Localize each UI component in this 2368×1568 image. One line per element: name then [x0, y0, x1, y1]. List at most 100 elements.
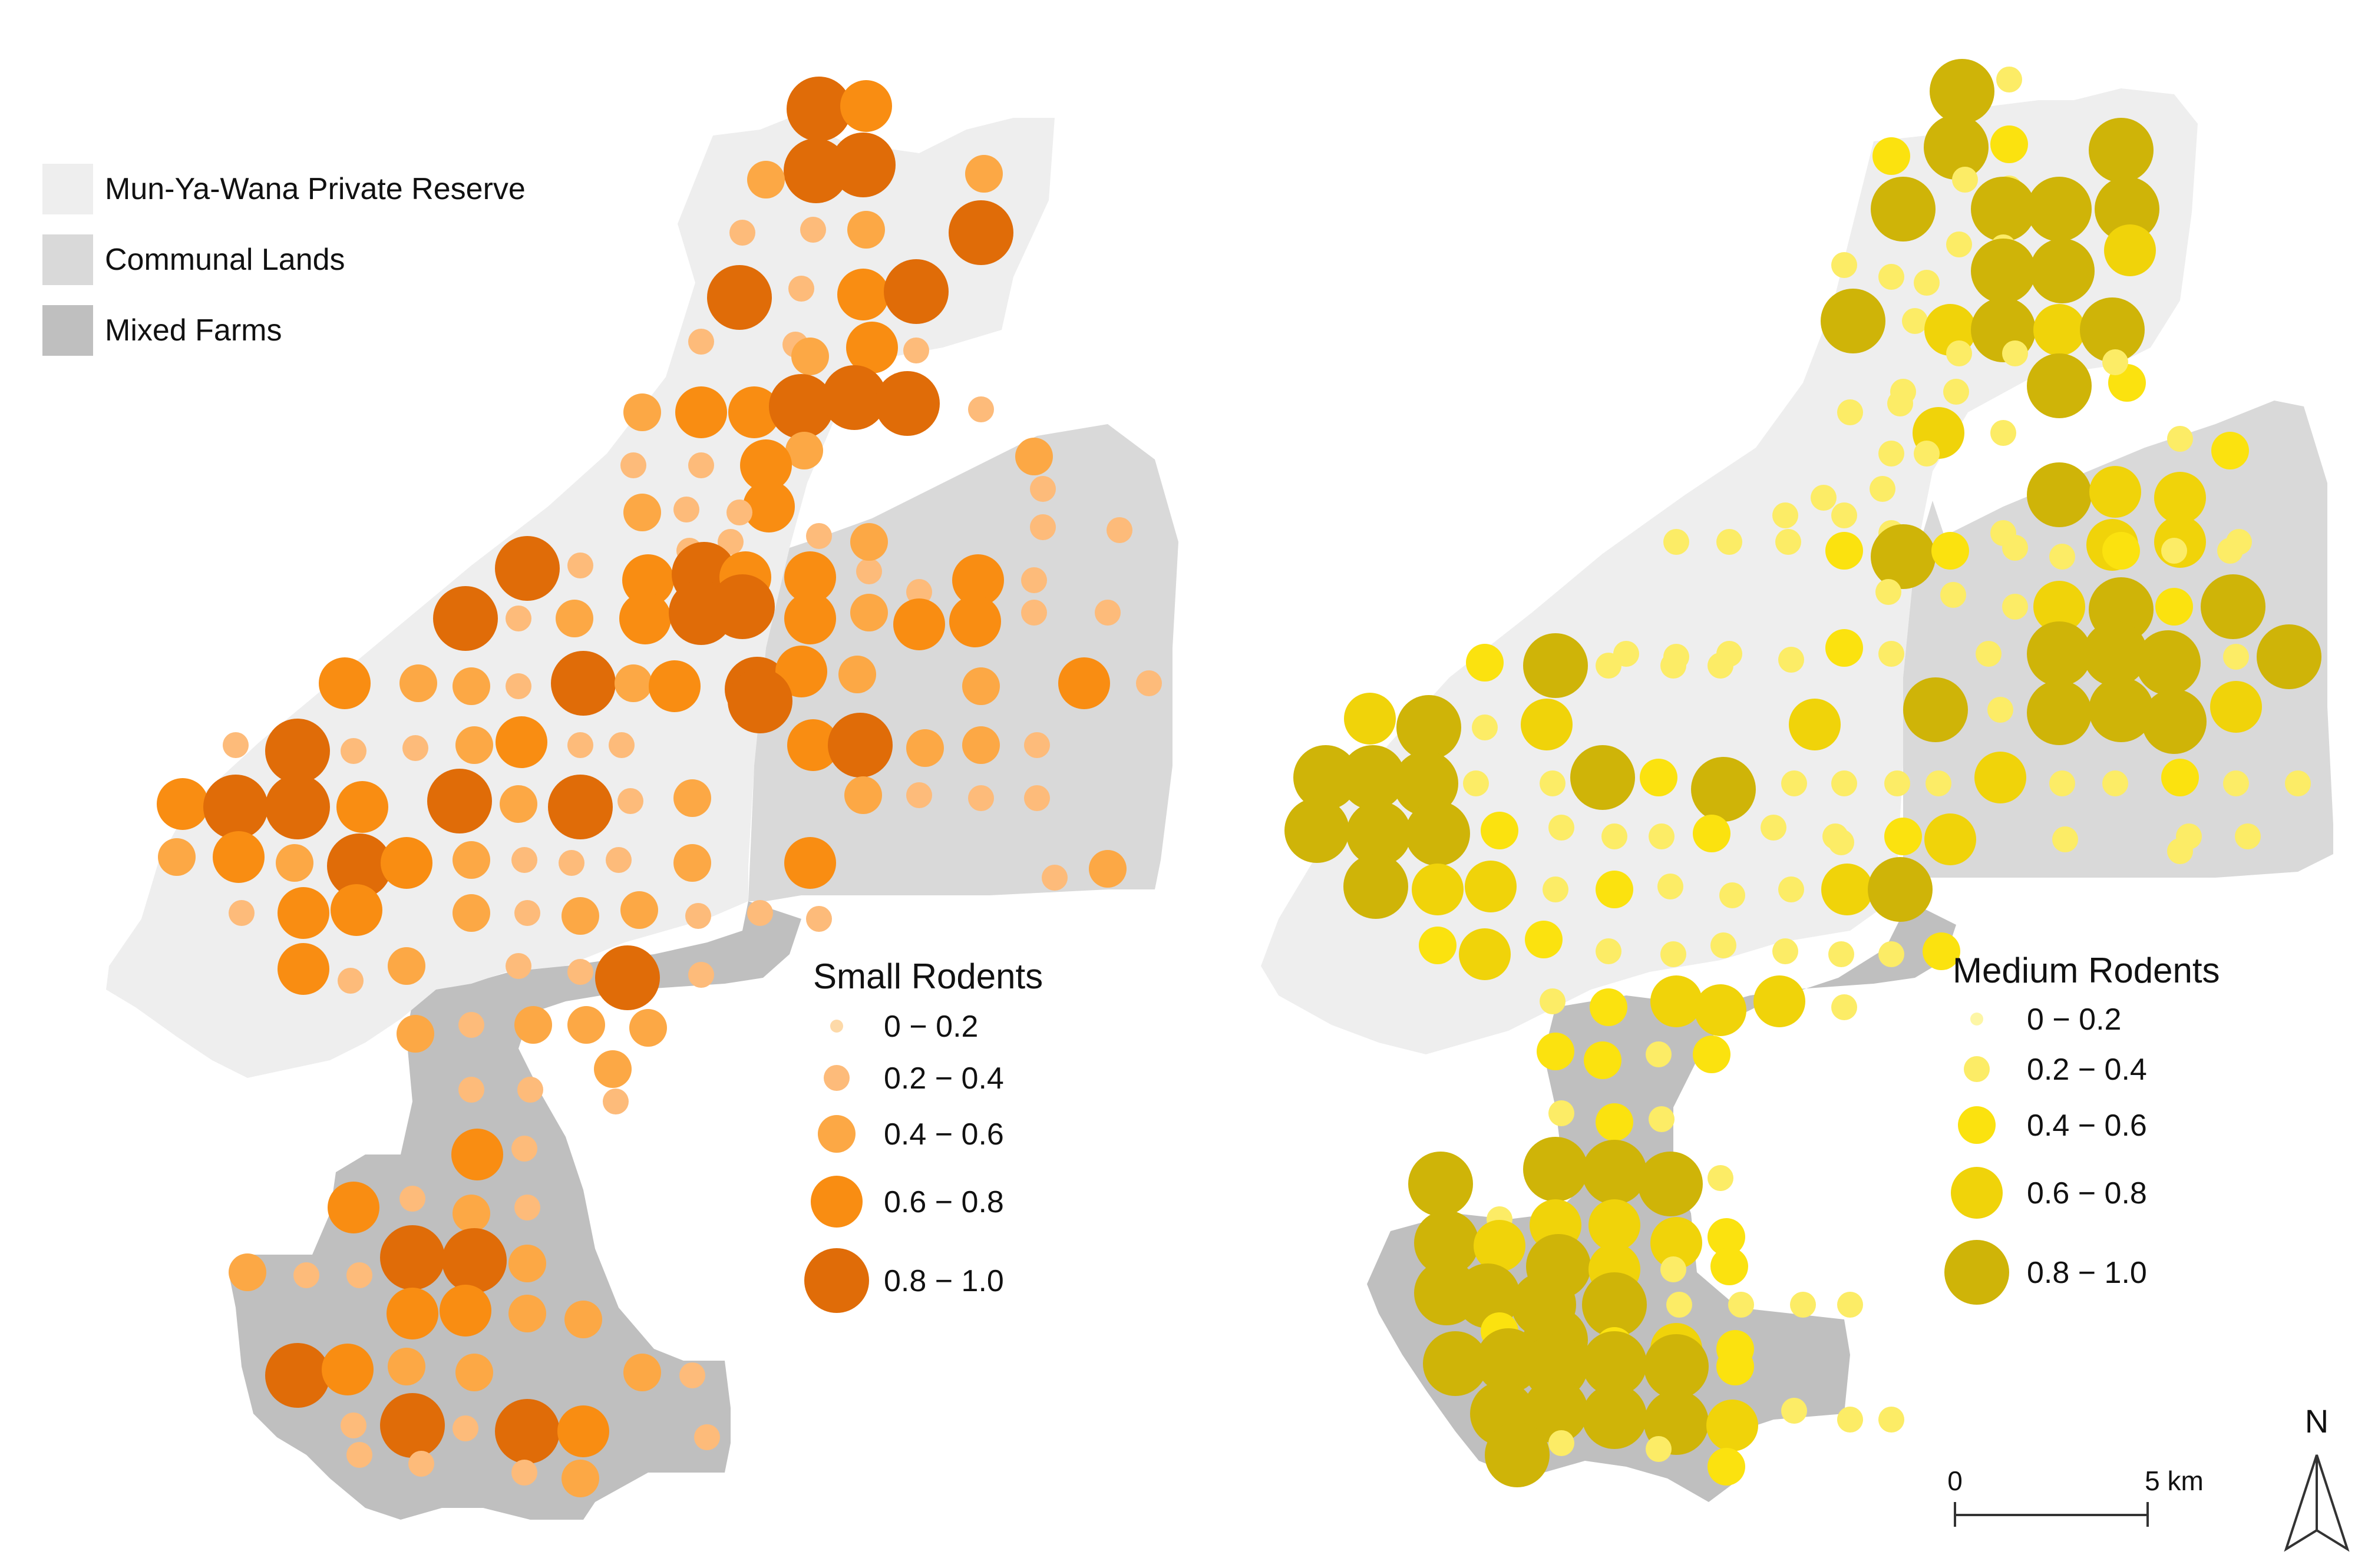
small-rodents-site-37	[1107, 517, 1132, 543]
medium-rodents-site-210	[1485, 1423, 1550, 1487]
medium-rodents-site-26	[1946, 340, 1972, 366]
medium-rodents-site-34	[1887, 391, 1913, 416]
small-rodents-site-166	[380, 1393, 445, 1458]
small-rodents-site-21	[728, 386, 780, 438]
medium-rodents-site-155	[1590, 988, 1627, 1026]
small-rodents-site-153	[293, 1262, 319, 1288]
small-rodents-site-163	[623, 1354, 661, 1391]
small-rodents-site-100	[844, 776, 882, 814]
small-rodents-site-138	[629, 1009, 667, 1047]
medium-rodents-site-139	[1778, 876, 1804, 902]
legend-label-communal: Communal Lands	[105, 243, 345, 277]
small-rodents-site-24	[875, 371, 940, 436]
medium-rodents-site-170	[1708, 1165, 1733, 1191]
scale-bar: 0 5 km	[1947, 1466, 2204, 1527]
medium-rodents-site-171	[1408, 1152, 1473, 1216]
small-rodents-site-1	[840, 80, 892, 132]
small-rodents-site-39	[567, 553, 593, 578]
medium-rodents-site-125	[1761, 815, 1786, 841]
small-rodents-site-65	[399, 664, 437, 702]
medium-rodents-site-188	[1728, 1292, 1754, 1318]
medium-rodents-site-43	[2027, 462, 2092, 527]
small-rodents-site-112	[606, 847, 632, 873]
medium-rodents-site-53	[1663, 529, 1689, 555]
medium-rodents-site-78	[2027, 621, 2092, 686]
small-rodents-site-77	[223, 732, 249, 758]
small-rodents-site-32	[673, 497, 699, 522]
medium-rodents-site-165	[1596, 1103, 1633, 1141]
small-rodents-site-115	[1042, 865, 1068, 891]
small-rodents-site-106	[276, 844, 313, 882]
medium-rodents-site-18	[1878, 264, 1904, 290]
medium-rodents-site-174	[1588, 1199, 1640, 1251]
small-rodents-site-19	[623, 393, 661, 431]
medium-rodents-site-150	[1772, 938, 1798, 964]
small-rodents-site-174	[562, 1460, 599, 1497]
small-rodents-site-122	[562, 897, 599, 935]
scale-bar-start-label: 0	[1947, 1466, 1963, 1496]
medium-rodents-site-67	[2033, 581, 2085, 633]
medium-rodents-site-138	[1719, 882, 1745, 908]
medium-rodents-site-169	[1638, 1152, 1703, 1216]
medium-legend-symbol-0	[1970, 1013, 1983, 1026]
medium-rodents-site-178	[1474, 1220, 1525, 1272]
medium-rodents-site-107	[1781, 770, 1807, 796]
medium-rodents-site-197	[1476, 1328, 1541, 1393]
medium-rodents-legend-title: Medium Rodents	[1953, 951, 2220, 990]
small-rodents-site-45	[784, 551, 836, 603]
small-rodents-site-51	[806, 523, 832, 549]
medium-rodents-site-20	[1821, 289, 1885, 353]
small-rodents-site-136	[514, 1006, 552, 1044]
medium-rodents-site-58	[1931, 532, 1969, 570]
medium-rodents-site-160	[1537, 1033, 1574, 1070]
small-rodents-site-118	[278, 887, 329, 939]
small-rodents-site-107	[327, 833, 392, 898]
medium-rodents-site-140	[1821, 864, 1873, 915]
medium-rodents-site-177	[1414, 1210, 1479, 1275]
small-rodents-site-150	[442, 1228, 507, 1293]
medium-legend-symbol-2	[1958, 1106, 1996, 1144]
legend-label-mixed-farms: Mixed Farms	[105, 313, 282, 348]
small-rodents-site-73	[838, 656, 876, 693]
medium-rodents-site-40	[2211, 432, 2249, 469]
medium-rodents-site-39	[2167, 426, 2193, 452]
small-rodents-site-17	[903, 338, 929, 363]
small-rodents-site-40	[622, 554, 674, 606]
medium-rodents-site-132	[1343, 854, 1408, 919]
small-rodents-site-47	[906, 579, 932, 605]
medium-rodents-site-161	[1584, 1041, 1621, 1079]
small-rodents-site-0	[787, 77, 851, 141]
medium-rodents-site-56	[1825, 532, 1863, 570]
medium-rodents-site-175	[1650, 1217, 1702, 1269]
medium-rodents-site-167	[1523, 1137, 1588, 1202]
medium-rodents-site-208	[1837, 1407, 1863, 1433]
small-rodents-site-58	[784, 593, 836, 644]
medium-rodents-site-147	[1596, 938, 1621, 964]
medium-rodents-site-103	[1540, 770, 1566, 796]
medium-rodents-site-86	[1660, 653, 1686, 679]
small-rodents-site-103	[1024, 785, 1050, 811]
medium-rodents-site-15	[1971, 239, 2036, 303]
medium-rodents-site-64	[1875, 579, 1901, 605]
medium-rodents-legend: Medium Rodents 0 − 0.2 0.2 − 0.4 0.4 − 0…	[1944, 951, 2220, 1305]
small-rodents-site-57	[710, 574, 775, 639]
small-rodents-site-53	[506, 606, 531, 631]
small-rodents-site-18	[791, 338, 829, 375]
small-rodents-site-16	[846, 322, 898, 373]
medium-rodents-site-187	[1666, 1292, 1692, 1318]
medium-rodents-site-152	[1878, 941, 1904, 967]
small-rodents-site-85	[728, 669, 792, 733]
small-rodents-site-42	[718, 529, 744, 555]
small-legend-symbol-0	[830, 1020, 843, 1033]
small-rodents-site-95	[427, 769, 492, 833]
small-rodents-site-81	[455, 726, 493, 764]
medium-rodents-site-112	[2049, 770, 2075, 796]
medium-rodents-site-44	[2089, 466, 2141, 518]
small-rodents-site-172	[408, 1451, 434, 1477]
small-rodents-site-7	[729, 220, 755, 246]
medium-rodents-site-119	[1405, 801, 1470, 866]
medium-rodents-site-207	[1781, 1398, 1807, 1424]
small-rodents-site-91	[157, 778, 209, 830]
medium-rodents-site-11	[2095, 177, 2159, 242]
medium-rodents-site-118	[1346, 801, 1411, 866]
